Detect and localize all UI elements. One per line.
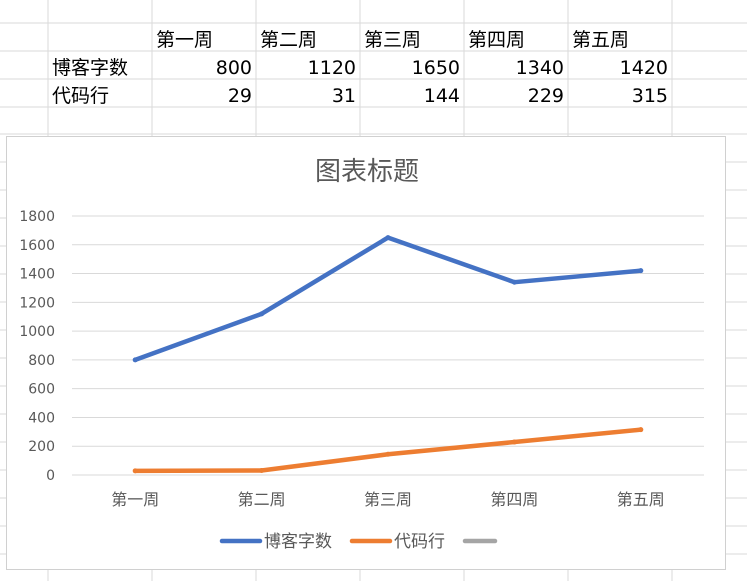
x-tick-label: 第三周 bbox=[364, 490, 412, 509]
series-line-1[interactable] bbox=[132, 427, 644, 474]
data-point[interactable] bbox=[638, 427, 644, 433]
legend-label[interactable]: 代码行 bbox=[394, 532, 445, 552]
cell-blog-words-week5[interactable]: 1420 bbox=[619, 57, 668, 79]
cell-blog-words-week1[interactable]: 800 bbox=[215, 57, 252, 79]
chart-title[interactable]: 图表标题 bbox=[315, 157, 419, 187]
y-tick-label: 1600 bbox=[19, 238, 55, 254]
row-label-code-lines[interactable]: 代码行 bbox=[52, 85, 110, 107]
x-tick-label: 第一周 bbox=[111, 490, 159, 509]
data-point[interactable] bbox=[259, 311, 265, 317]
row-label-blog-words[interactable]: 博客字数 bbox=[52, 57, 129, 79]
legend-label[interactable]: 博客字数 bbox=[264, 532, 332, 552]
y-tick-label: 800 bbox=[28, 353, 55, 369]
cell-code-lines-week3[interactable]: 144 bbox=[423, 85, 460, 107]
header-cell-week4[interactable]: 第四周 bbox=[468, 29, 526, 51]
cell-code-lines-week2[interactable]: 31 bbox=[331, 85, 356, 107]
cell-blog-words-week3[interactable]: 1650 bbox=[411, 57, 460, 79]
header-cell-week2[interactable]: 第二周 bbox=[260, 29, 318, 51]
data-point[interactable] bbox=[132, 357, 138, 363]
data-point[interactable] bbox=[385, 235, 391, 241]
series-line-0[interactable] bbox=[132, 235, 644, 363]
header-cell-week1[interactable]: 第一周 bbox=[156, 29, 214, 51]
y-tick-label: 1200 bbox=[19, 295, 55, 311]
data-point[interactable] bbox=[638, 268, 644, 274]
x-tick-label: 第五周 bbox=[617, 490, 665, 509]
x-tick-label: 第二周 bbox=[238, 490, 286, 509]
line-chart: 图表标题 0 200 400 600 800 1000 1200 1400 1600 1800 第一周… bbox=[19, 157, 704, 552]
y-tick-label: 200 bbox=[28, 439, 55, 455]
y-tick-label: 400 bbox=[28, 410, 55, 426]
data-point[interactable] bbox=[511, 439, 517, 445]
cell-code-lines-week1[interactable]: 29 bbox=[227, 85, 252, 107]
y-tick-label: 1000 bbox=[19, 324, 55, 340]
header-cell-week3[interactable]: 第三周 bbox=[364, 29, 422, 51]
y-tick-label: 1400 bbox=[19, 267, 55, 283]
cell-blog-words-week4[interactable]: 1340 bbox=[515, 57, 564, 79]
header-cell-week5[interactable]: 第五周 bbox=[572, 29, 630, 51]
cell-code-lines-week5[interactable]: 315 bbox=[631, 85, 668, 107]
chart-object[interactable]: 图表标题 0 200 400 600 800 1000 1200 1400 1600 1800 第一周… bbox=[6, 136, 726, 570]
data-point[interactable] bbox=[511, 279, 517, 285]
cell-blog-words-week2[interactable]: 1120 bbox=[307, 57, 356, 79]
x-tick-label: 第四周 bbox=[490, 490, 538, 509]
cell-code-lines-week4[interactable]: 229 bbox=[527, 85, 564, 107]
y-tick-label: 600 bbox=[28, 382, 55, 398]
data-point[interactable] bbox=[385, 451, 391, 457]
data-point[interactable] bbox=[259, 468, 265, 474]
y-tick-label: 1800 bbox=[19, 209, 55, 225]
data-point[interactable] bbox=[132, 468, 138, 474]
y-tick-label: 0 bbox=[46, 468, 55, 484]
